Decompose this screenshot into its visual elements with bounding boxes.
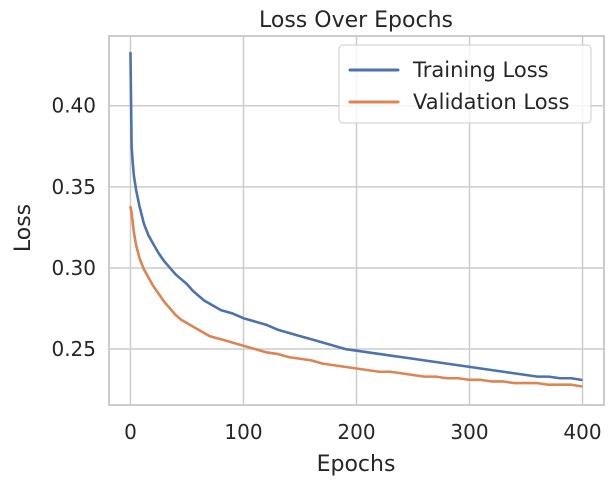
validation-loss-line [129, 205, 583, 388]
y-tick-label: 0.30 [51, 256, 96, 280]
y-tick-labels: 0.25 0.30 0.35 0.40 [51, 94, 96, 361]
plot-frame [108, 35, 605, 406]
x-tick-label: 100 [224, 420, 262, 444]
y-tick-label: 0.40 [51, 94, 96, 118]
x-tick-label: 400 [563, 420, 601, 444]
chart-title: Loss Over Epochs [259, 8, 453, 33]
series-lines [129, 51, 583, 388]
x-tick-label: 0 [124, 420, 137, 444]
x-axis-label: Epochs [317, 452, 396, 477]
legend-label-validation: Validation Loss [413, 90, 569, 114]
legend-box [338, 44, 592, 124]
legend-label-training: Training Loss [412, 58, 549, 82]
x-tick-label: 300 [450, 420, 488, 444]
legend: Training Loss Validation Loss [338, 44, 592, 124]
y-tick-label: 0.35 [51, 175, 96, 199]
x-tick-label: 200 [337, 420, 375, 444]
y-tick-label: 0.25 [51, 337, 96, 361]
training-loss-line [129, 51, 583, 382]
y-axis-label: Loss [11, 204, 36, 252]
x-tick-labels: 0 100 200 300 400 [124, 420, 602, 444]
